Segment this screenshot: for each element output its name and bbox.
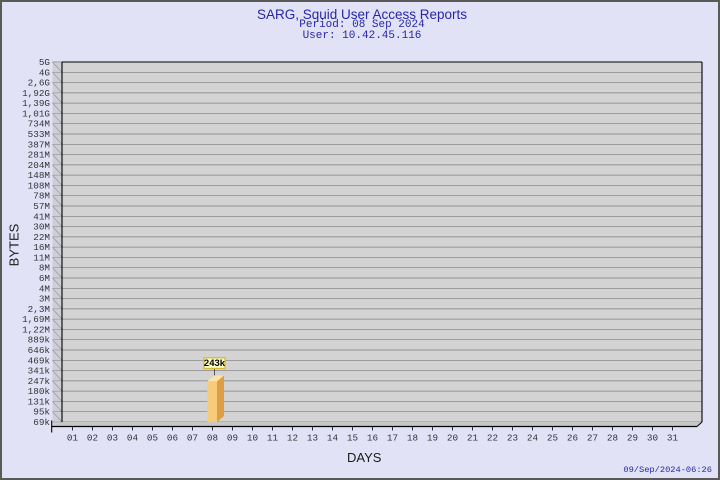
- svg-text:12: 12: [287, 433, 298, 444]
- svg-text:23: 23: [507, 433, 518, 444]
- svg-text:18: 18: [407, 433, 418, 444]
- svg-text:17: 17: [387, 433, 398, 444]
- svg-text:08: 08: [207, 433, 218, 444]
- svg-text:11: 11: [267, 433, 279, 444]
- svg-text:02: 02: [87, 433, 98, 444]
- svg-text:24: 24: [527, 433, 539, 444]
- svg-text:09: 09: [227, 433, 238, 444]
- svg-text:07: 07: [187, 433, 198, 444]
- svg-text:69k: 69k: [33, 417, 50, 428]
- svg-text:26: 26: [567, 433, 578, 444]
- svg-text:19: 19: [427, 433, 438, 444]
- svg-text:13: 13: [307, 433, 318, 444]
- svg-text:20: 20: [447, 433, 458, 444]
- svg-text:243k: 243k: [204, 358, 226, 369]
- svg-text:06: 06: [167, 433, 178, 444]
- svg-text:27: 27: [587, 433, 598, 444]
- svg-text:15: 15: [347, 433, 358, 444]
- svg-text:30: 30: [647, 433, 658, 444]
- svg-text:05: 05: [147, 433, 158, 444]
- svg-text:16: 16: [367, 433, 378, 444]
- svg-text:03: 03: [107, 433, 118, 444]
- svg-text:25: 25: [547, 433, 558, 444]
- svg-text:01: 01: [67, 433, 79, 444]
- svg-text:28: 28: [607, 433, 618, 444]
- svg-text:14: 14: [327, 433, 339, 444]
- svg-text:31: 31: [667, 433, 679, 444]
- svg-text:21: 21: [467, 433, 479, 444]
- svg-text:10: 10: [247, 433, 258, 444]
- svg-text:22: 22: [487, 433, 498, 444]
- svg-text:29: 29: [627, 433, 638, 444]
- svg-text:04: 04: [127, 433, 139, 444]
